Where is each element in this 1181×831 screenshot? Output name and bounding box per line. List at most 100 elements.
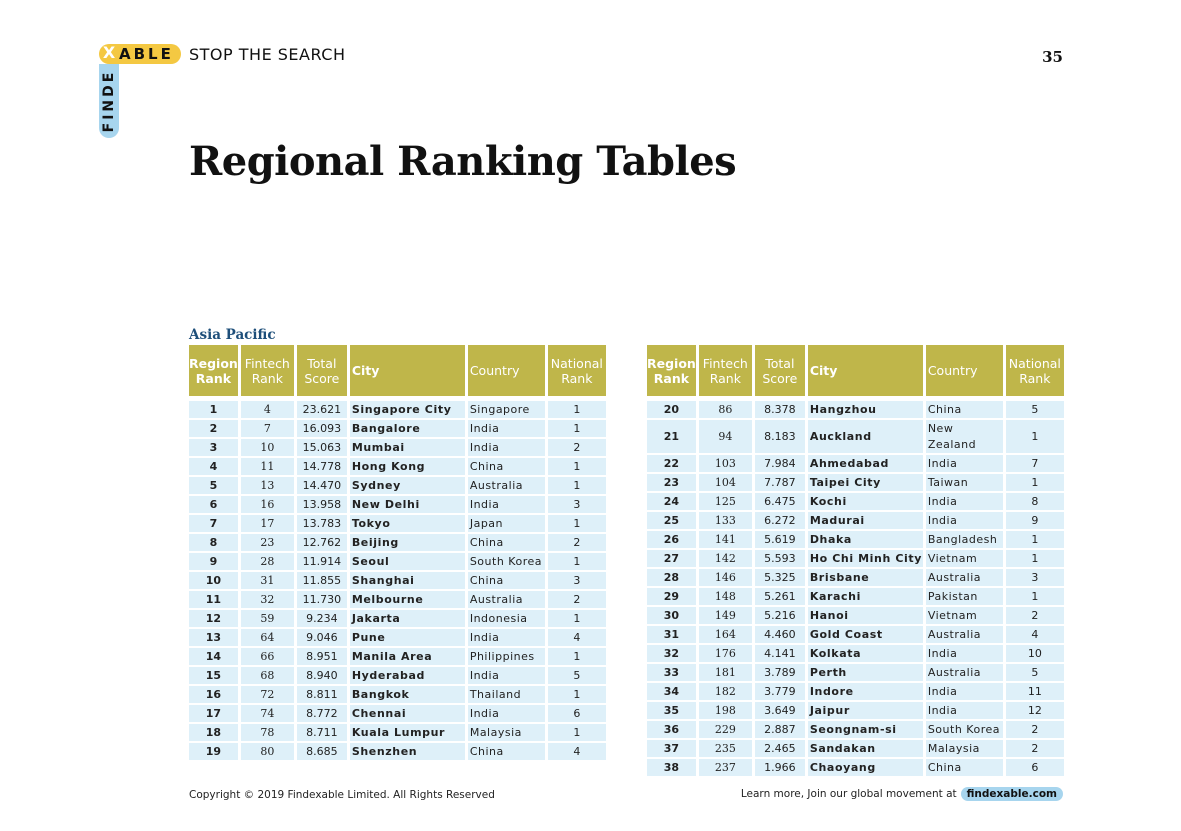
col-header-fintech-rank: Fintech Rank [240,345,294,396]
country-cell: India [925,683,1003,702]
total-score-cell: 9.234 [296,610,347,629]
table-body-right: 20 86 8.378 Hangzhou China 5 21 94 8.183 Auckland… [647,396,1064,778]
city-cell: Dhaka [807,531,923,550]
table-row: 15 68 8.940 Hyderabad India 5 [189,667,606,686]
city-cell: Ahmedabad [807,455,923,474]
table-row: 2 7 16.093 Bangalore India 1 [189,420,606,439]
city-cell: Beijing [349,534,465,553]
national-rank-cell: 8 [1005,493,1064,512]
table-row: 25 133 6.272 Madurai India 9 [647,512,1064,531]
city-cell: Chennai [349,705,465,724]
total-score-cell: 2.887 [754,721,805,740]
region-rank-cell: 2 [189,420,238,439]
city-cell: Auckland [807,420,923,455]
fintech-rank-cell: 133 [698,512,752,531]
country-cell: Pakistan [925,588,1003,607]
national-rank-cell: 1 [1005,420,1064,455]
national-rank-cell: 1 [547,420,606,439]
total-score-cell: 7.787 [754,474,805,493]
country-cell: India [925,702,1003,721]
region-rank-cell: 37 [647,740,696,759]
country-cell: Indonesia [467,610,545,629]
table-row: 3 10 15.063 Mumbai India 2 [189,439,606,458]
table-row: 33 181 3.789 Perth Australia 5 [647,664,1064,683]
national-rank-cell: 6 [547,705,606,724]
findexable-link[interactable]: findexable.com [960,787,1063,801]
fintech-rank-cell: 28 [240,553,294,572]
country-cell: Bangladesh [925,531,1003,550]
country-cell: Australia [467,591,545,610]
region-rank-cell: 34 [647,683,696,702]
fintech-rank-cell: 11 [240,458,294,477]
national-rank-cell: 4 [547,743,606,762]
total-score-cell: 8.940 [296,667,347,686]
total-score-cell: 1.966 [754,759,805,778]
national-rank-cell: 1 [547,458,606,477]
region-rank-cell: 29 [647,588,696,607]
logo-x-badge [99,44,119,64]
country-cell: China [467,572,545,591]
country-cell: South Korea [467,553,545,572]
total-score-cell: 5.325 [754,569,805,588]
fintech-rank-cell: 59 [240,610,294,629]
national-rank-cell: 1 [1005,531,1064,550]
region-rank-cell: 9 [189,553,238,572]
table-row: 38 237 1.966 Chaoyang China 6 [647,759,1064,778]
region-rank-cell: 26 [647,531,696,550]
national-rank-cell: 11 [1005,683,1064,702]
region-rank-cell: 35 [647,702,696,721]
country-cell: Australia [925,569,1003,588]
region-rank-cell: 12 [189,610,238,629]
total-score-cell: 5.261 [754,588,805,607]
country-cell: India [467,439,545,458]
national-rank-cell: 10 [1005,645,1064,664]
table-row: 28 146 5.325 Brisbane Australia 3 [647,569,1064,588]
region-rank-cell: 7 [189,515,238,534]
national-rank-cell: 2 [1005,721,1064,740]
national-rank-cell: 1 [547,686,606,705]
total-score-cell: 11.730 [296,591,347,610]
country-cell: Malaysia [467,724,545,743]
fintech-rank-cell: 146 [698,569,752,588]
fintech-rank-cell: 176 [698,645,752,664]
table-row: 18 78 8.711 Kuala Lumpur Malaysia 1 [189,724,606,743]
table-row: 24 125 6.475 Kochi India 8 [647,493,1064,512]
national-rank-cell: 4 [1005,626,1064,645]
region-rank-cell: 11 [189,591,238,610]
fintech-rank-cell: 181 [698,664,752,683]
region-rank-cell: 3 [189,439,238,458]
table-row: 36 229 2.887 Seongnam-si South Korea 2 [647,721,1064,740]
total-score-cell: 3.789 [754,664,805,683]
copyright-text: Copyright © 2019 Findexable Limited. All… [189,789,495,801]
logo-x-icon: X [102,43,116,62]
table-row: 30 149 5.216 Hanoi Vietnam 2 [647,607,1064,626]
region-rank-cell: 27 [647,550,696,569]
region-rank-cell: 13 [189,629,238,648]
total-score-cell: 16.093 [296,420,347,439]
fintech-rank-cell: 94 [698,420,752,455]
table-row: 8 23 12.762 Beijing China 2 [189,534,606,553]
city-cell: Hanoi [807,607,923,626]
region-rank-cell: 28 [647,569,696,588]
country-cell: New Zealand [925,420,1003,455]
region-rank-cell: 15 [189,667,238,686]
table-row: 27 142 5.593 Ho Chi Minh City Vietnam 1 [647,550,1064,569]
city-cell: Hyderabad [349,667,465,686]
region-rank-cell: 23 [647,474,696,493]
total-score-cell: 15.063 [296,439,347,458]
city-cell: Seoul [349,553,465,572]
national-rank-cell: 1 [547,648,606,667]
national-rank-cell: 1 [547,610,606,629]
city-cell: Madurai [807,512,923,531]
region-rank-cell: 4 [189,458,238,477]
city-cell: Manila Area [349,648,465,667]
region-rank-cell: 22 [647,455,696,474]
total-score-cell: 11.914 [296,553,347,572]
table-row: 20 86 8.378 Hangzhou China 5 [647,401,1064,420]
fintech-rank-cell: 64 [240,629,294,648]
fintech-rank-cell: 4 [240,401,294,420]
table-row: 21 94 8.183 Auckland New Zealand 1 [647,420,1064,455]
ranking-table-right: Region Rank Fintech Rank Total Score Cit… [644,345,1067,778]
fintech-rank-cell: 74 [240,705,294,724]
region-rank-cell: 20 [647,401,696,420]
